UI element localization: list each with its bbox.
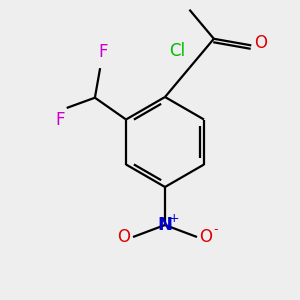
- Text: N: N: [158, 216, 172, 234]
- Text: O: O: [200, 228, 212, 246]
- Text: F: F: [55, 111, 64, 129]
- Text: Cl: Cl: [169, 42, 185, 60]
- Text: F: F: [98, 43, 108, 61]
- Text: O: O: [118, 228, 130, 246]
- Text: -: -: [214, 224, 218, 236]
- Text: +: +: [169, 212, 179, 224]
- Text: O: O: [254, 34, 267, 52]
